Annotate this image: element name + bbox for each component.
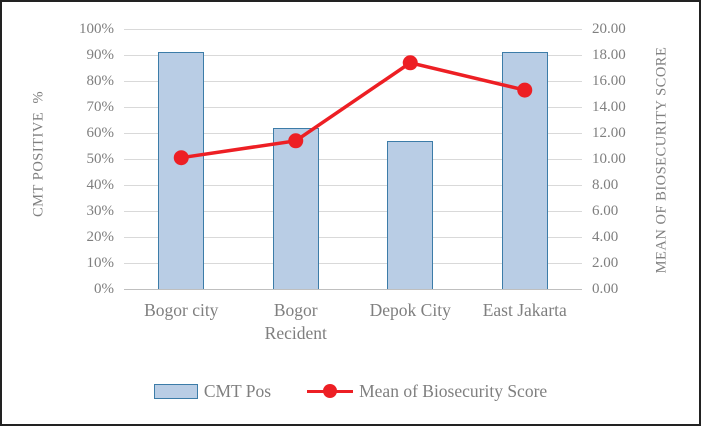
biosecurity-line-series bbox=[173, 55, 533, 166]
left-axis-tick-label: 70% bbox=[86, 99, 115, 115]
bar-cmt-pos bbox=[387, 140, 434, 289]
bar-series-swatch-icon bbox=[153, 383, 198, 399]
line-point bbox=[173, 150, 189, 166]
gridline bbox=[124, 184, 582, 186]
legend: CMT Pos Mean of Biosecurity Score bbox=[2, 376, 699, 406]
legend-label: CMT Pos bbox=[203, 380, 272, 401]
category-label: Bogor city bbox=[144, 300, 219, 320]
left-axis-tick-label: 10% bbox=[86, 255, 115, 271]
left-axis-tick-label: 100% bbox=[79, 21, 114, 37]
line-segment bbox=[180, 60, 526, 160]
right-axis-tick-label: 4.00 bbox=[592, 229, 619, 245]
bar-cmt-pos bbox=[272, 127, 319, 289]
x-axis-line bbox=[124, 288, 582, 290]
right-axis-tick-label: 2.00 bbox=[592, 255, 619, 271]
left-axis-tick-label: 90% bbox=[86, 47, 115, 63]
legend-label: Mean of Biosecurity Score bbox=[359, 380, 548, 401]
right-axis-tick-label: 0.00 bbox=[592, 281, 619, 297]
gridline bbox=[124, 54, 582, 56]
line-point bbox=[402, 55, 418, 71]
category-label: Depok City bbox=[369, 300, 451, 320]
left-axis-tick-label: 0% bbox=[94, 281, 114, 297]
left-axis-tick-label: 50% bbox=[86, 151, 115, 167]
left-axis-tick-label: 40% bbox=[86, 177, 115, 193]
gridline bbox=[124, 106, 582, 108]
gridline bbox=[124, 262, 582, 264]
right-axis-tick-label: 6.00 bbox=[592, 203, 619, 219]
bar-cmt-pos bbox=[158, 52, 205, 289]
line-point bbox=[288, 133, 304, 149]
line-point bbox=[517, 82, 533, 98]
left-axis-tick-label: 80% bbox=[86, 73, 115, 89]
gridline bbox=[124, 210, 582, 212]
legend-item-biosecurity: Mean of Biosecurity Score bbox=[307, 381, 547, 402]
gridline bbox=[124, 28, 582, 30]
left-axis-tick-label: 60% bbox=[86, 125, 115, 141]
right-axis-tick-label: 10.00 bbox=[592, 151, 626, 167]
line-series-marker-icon bbox=[307, 383, 354, 399]
gridline bbox=[124, 80, 582, 82]
right-axis-tick-label: 16.00 bbox=[592, 73, 626, 89]
right-axis-tick-label: 12.00 bbox=[592, 125, 626, 141]
right-axis-tick-label: 18.00 bbox=[592, 47, 626, 63]
right-axis-tick-label: 20.00 bbox=[592, 21, 626, 37]
left-axis-tick-label: 30% bbox=[86, 203, 115, 219]
left-axis-tick-label: 20% bbox=[86, 229, 115, 245]
gridline bbox=[124, 132, 582, 134]
gridline bbox=[124, 236, 582, 238]
right-axis-tick-label: 8.00 bbox=[592, 177, 619, 193]
category-label: Bogor Recident bbox=[264, 300, 327, 343]
category-label: East Jakarta bbox=[482, 300, 567, 320]
right-axis-title: MEAN OF BIOSECURITY SCORE bbox=[653, 46, 670, 274]
right-axis-tick-label: 14.00 bbox=[592, 99, 626, 115]
legend-item-cmt-pos: CMT Pos bbox=[153, 380, 272, 402]
gridline bbox=[124, 158, 582, 160]
